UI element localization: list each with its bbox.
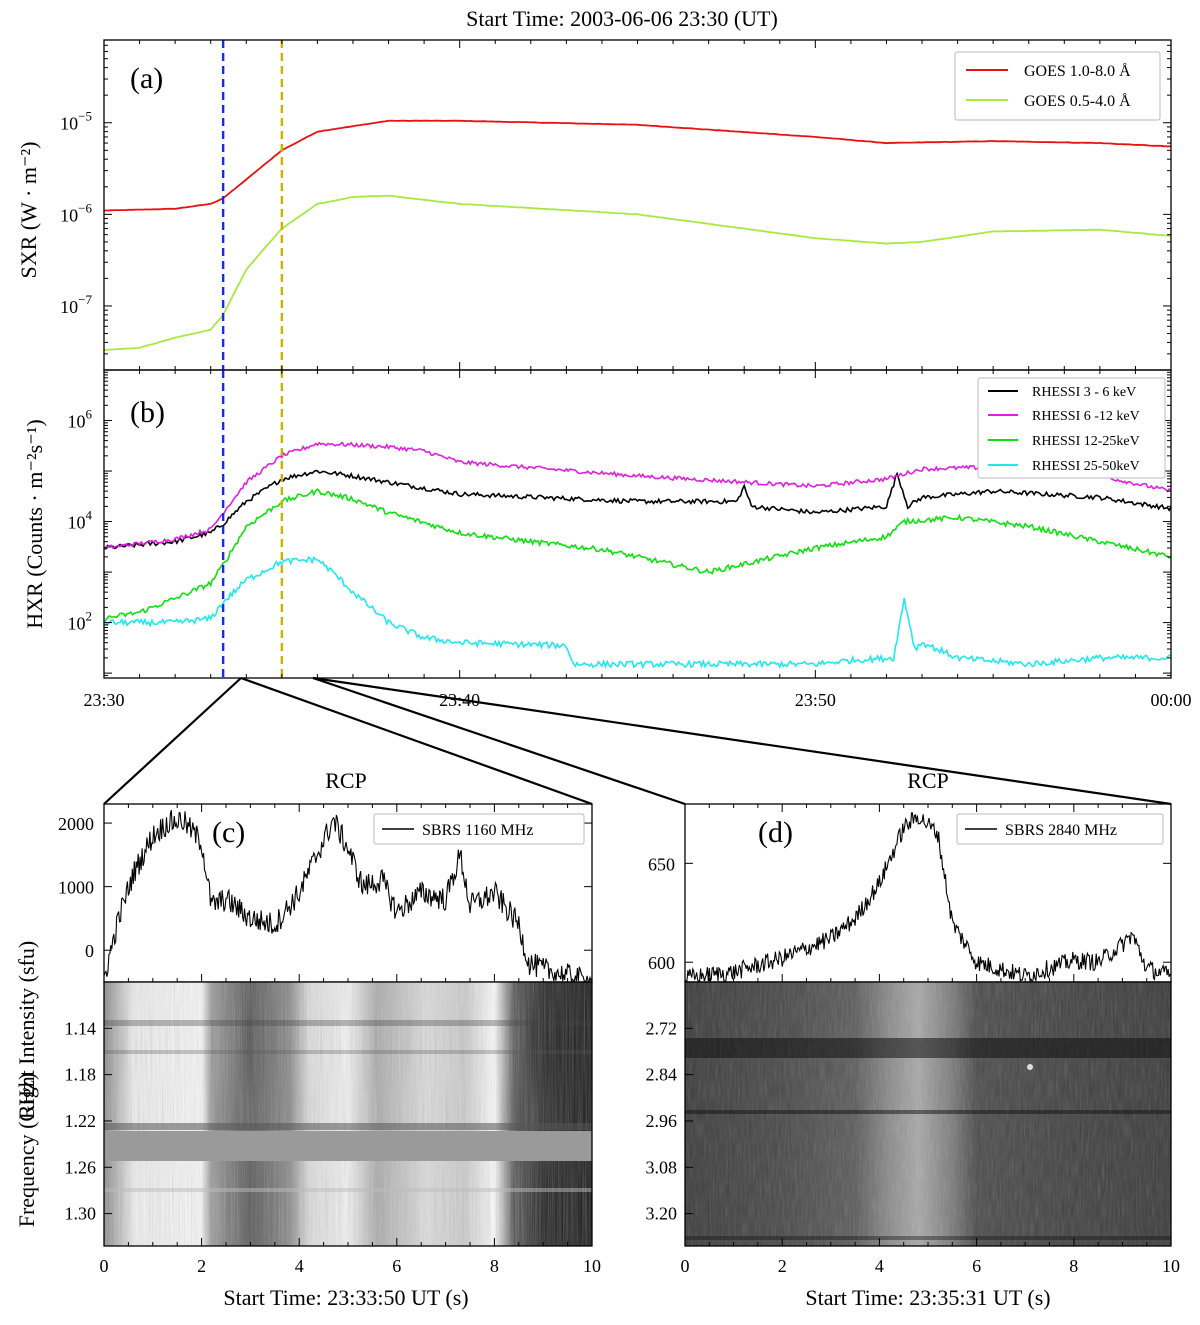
panel-b-legend: RHESSI 3 - 6 keV RHESSI 6 -12 keV RHESSI… [977,377,1166,479]
series-line-c-0 [103,810,593,983]
panel-c-rcp-label: RCP [325,768,367,793]
panel-c-heat-ylabel: Frequency (GHz) [14,1073,39,1228]
ytick-label-c: 2000 [58,814,94,834]
heat-xtick-label-d: 6 [972,1256,981,1276]
panel-a-ylabel: SXR (W · m⁻²) [16,142,41,279]
legend-rhessi-25-50: RHESSI 25-50keV [1032,459,1140,474]
c-ylabel-top: Right Intensity (sfu) [14,941,39,1119]
ytick-label-c: 0 [85,941,94,961]
spectrogram-d [684,981,1172,1247]
ytick-label-c: 1000 [58,878,94,898]
panel-a-legend: GOES 1.0-8.0 Å GOES 0.5-4.0 Å [954,51,1161,121]
series-line-b-0 [103,469,1172,550]
series-line-b-2 [103,487,1172,622]
heat-xtick-label-d: 8 [1069,1256,1078,1276]
panel-c-label: (c) [212,816,245,849]
series-line-d-0 [684,812,1172,984]
heat-xtick-label-d: 2 [778,1256,787,1276]
ytick-label-b: 106 [68,407,93,432]
xtick-label-b: 23:30 [83,690,124,710]
heat-ytick-label-d: 2.96 [646,1111,678,1131]
ytick-label-a: 10−5 [60,109,92,134]
panel-c-xlabel: Start Time: 23:33:50 UT (s) [223,1285,468,1310]
legend-goes-long: GOES 1.0-8.0 Å [1024,62,1131,80]
legend-rhessi-3-6: RHESSI 3 - 6 keV [1032,385,1136,400]
heat-ytick-label-d: 3.20 [646,1204,678,1224]
series-line-a-0 [104,119,1172,212]
heat-xtick-label-c: 8 [490,1256,499,1276]
ytick-label-b: 104 [68,508,93,533]
xtick-label-b: 23:50 [795,690,836,710]
panel-b-frame [103,369,1172,679]
heat-ytick-label-d: 2.84 [646,1065,678,1085]
figure-title: Start Time: 2003-06-06 23:30 (UT) [466,6,778,31]
panel-c-left-ylabel: Right Intensity (sfu) [14,941,39,1119]
legend-rhessi-12-25: RHESSI 12-25keV [1032,434,1140,449]
spectrogram-c [103,981,593,1247]
heat-xtick-label-c: 0 [100,1256,109,1276]
panel-d: RCP 600 650 (d) SBRS 2840 MHz 2.72 2.84 2.9… [646,768,1181,1310]
panel-c-legend: SBRS 1160 MHz [373,813,585,845]
heat-xtick-label-d: 4 [875,1256,884,1276]
heat-ytick-label-c: 1.26 [65,1157,97,1177]
heat-xtick-label-c: 2 [197,1256,206,1276]
xtick-label-b: 00:00 [1150,690,1191,710]
ytick-label-a: 10−6 [60,200,92,225]
panel-a: 10−7 10−6 10−5 (a) SXR (W · m⁻²) GOES 1.0-… [16,39,1172,371]
series-line-a-1 [103,194,1172,351]
series-line-b-3 [103,555,1172,670]
panel-d-xlabel: Start Time: 23:35:31 UT (s) [805,1285,1050,1310]
panel-d-legend: SBRS 2840 MHz [956,813,1164,845]
panel-b-ylabel: HXR (Counts · m⁻²s⁻¹) [22,419,47,628]
heat-ytick-label-c: 1.22 [65,1111,97,1131]
legend-sbrs-2840: SBRS 2840 MHz [1005,822,1117,839]
heat-ytick-label-d: 2.72 [646,1018,678,1038]
heat-xtick-label-d: 10 [1162,1256,1180,1276]
panel-d-rcp-label: RCP [907,768,949,793]
legend-goes-short: GOES 0.5-4.0 Å [1024,92,1131,110]
legend-sbrs-1160: SBRS 1160 MHz [422,822,533,839]
legend-rhessi-6-12: RHESSI 6 -12 keV [1032,409,1140,424]
panel-b-label: (b) [130,396,165,429]
heat-ytick-label-c: 1.14 [65,1018,97,1038]
heat-ytick-label-c: 1.30 [65,1204,97,1224]
ytick-label-d: 600 [648,953,675,973]
heat-ytick-label-d: 3.08 [646,1157,678,1177]
ytick-label-b: 102 [68,609,93,634]
heat-xtick-label-d: 0 [681,1256,690,1276]
ytick-label-a: 10−7 [60,292,92,317]
heat-xtick-label-c: 6 [392,1256,401,1276]
zoom-connectors [103,676,1172,806]
heat-xtick-label-c: 10 [583,1256,601,1276]
heat-ytick-label-c: 1.18 [65,1065,97,1085]
heat-xtick-label-c: 4 [295,1256,304,1276]
panel-d-label: (d) [758,816,793,849]
ytick-label-d: 650 [648,854,675,874]
panel-a-label: (a) [130,62,163,95]
